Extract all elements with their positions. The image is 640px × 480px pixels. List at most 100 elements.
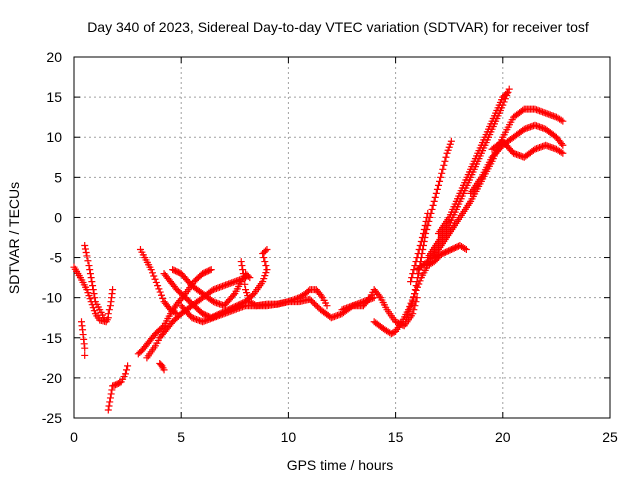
data-point [237,258,245,266]
data-point [445,143,453,151]
y-axis-label: SDTVAR / TECUs [6,182,22,294]
data-point [429,201,437,209]
series-sat-w [488,137,567,161]
data-point [559,149,567,157]
data-point [121,370,129,378]
data-point [519,126,527,134]
data-point [83,286,91,294]
data-point [88,278,96,286]
y-tick-label: -25 [42,410,62,426]
data-point [413,254,421,262]
data-point [86,270,94,278]
data-point [100,314,108,322]
data-point [243,289,251,297]
data-point [239,270,247,278]
data-point [412,258,420,266]
data-point [104,406,112,414]
data-point [446,140,454,148]
data-point [148,269,156,277]
data-point [410,290,418,298]
data-point [81,344,89,352]
data-point [307,297,315,305]
data-point [262,269,270,277]
data-point [306,295,314,303]
data-point [108,386,116,394]
data-point [313,303,321,311]
data-point [365,295,373,303]
data-point [124,362,132,370]
data-point [263,246,271,254]
grid [74,57,610,418]
data-point [442,153,450,161]
data-point [105,402,113,410]
data-point [261,272,269,280]
data-point [90,307,98,315]
data-point [406,304,414,312]
data-point [444,146,452,154]
data-point [411,302,419,310]
data-point [421,221,429,229]
data-point [238,262,246,270]
data-point [84,289,92,297]
data-point [81,351,89,359]
data-point [85,262,93,270]
data-point [557,116,565,124]
data-point [416,242,424,250]
data-point [123,366,131,374]
data-point [411,286,419,294]
y-tick-label: -5 [50,250,63,266]
data-point [312,301,320,309]
data-point [91,294,99,302]
data-point [440,161,448,169]
data-point [159,294,167,302]
y-tick-label: 20 [46,49,62,65]
data-point [104,310,112,318]
data-point [207,266,215,274]
data-point [430,197,438,205]
series-sat-h [143,274,250,362]
data-point [160,366,168,374]
data-point [428,205,436,213]
y-tick-label: -20 [42,370,62,386]
y-tick-label: 0 [54,209,62,225]
series-sat-g [134,266,215,358]
data-point [317,292,325,300]
data-point [262,262,270,270]
data-point [519,106,527,114]
data-point [432,189,440,197]
data-point [159,323,167,331]
data-point [89,286,97,294]
data-point [263,266,271,274]
data-point [422,217,430,225]
data-point [412,282,420,290]
series-sat-b [78,318,89,359]
plot-frame [73,56,611,419]
data-point [304,287,312,295]
data-point [260,275,268,283]
data-point [242,286,250,294]
x-tick-label: 5 [177,429,185,445]
data-point [147,266,155,274]
x-axis-label: GPS time / hours [287,457,394,473]
data-point [87,274,95,282]
data-point [443,149,451,157]
data-point [261,258,269,266]
data-point [529,146,537,154]
data-point [309,298,317,306]
data-point [240,275,248,283]
data-point [414,274,422,282]
data-point [152,278,160,286]
data-point [85,292,93,300]
data-point [229,291,237,299]
series-sat-a [70,263,112,326]
data-point [502,90,510,98]
data-point [505,85,513,93]
data-point [419,229,427,237]
data-point [420,225,428,233]
data-point [323,302,331,310]
x-tick-label: 10 [281,429,297,445]
data-point [438,169,446,177]
series-sat-q [407,209,432,286]
data-point [434,181,442,189]
data-point [81,245,89,253]
